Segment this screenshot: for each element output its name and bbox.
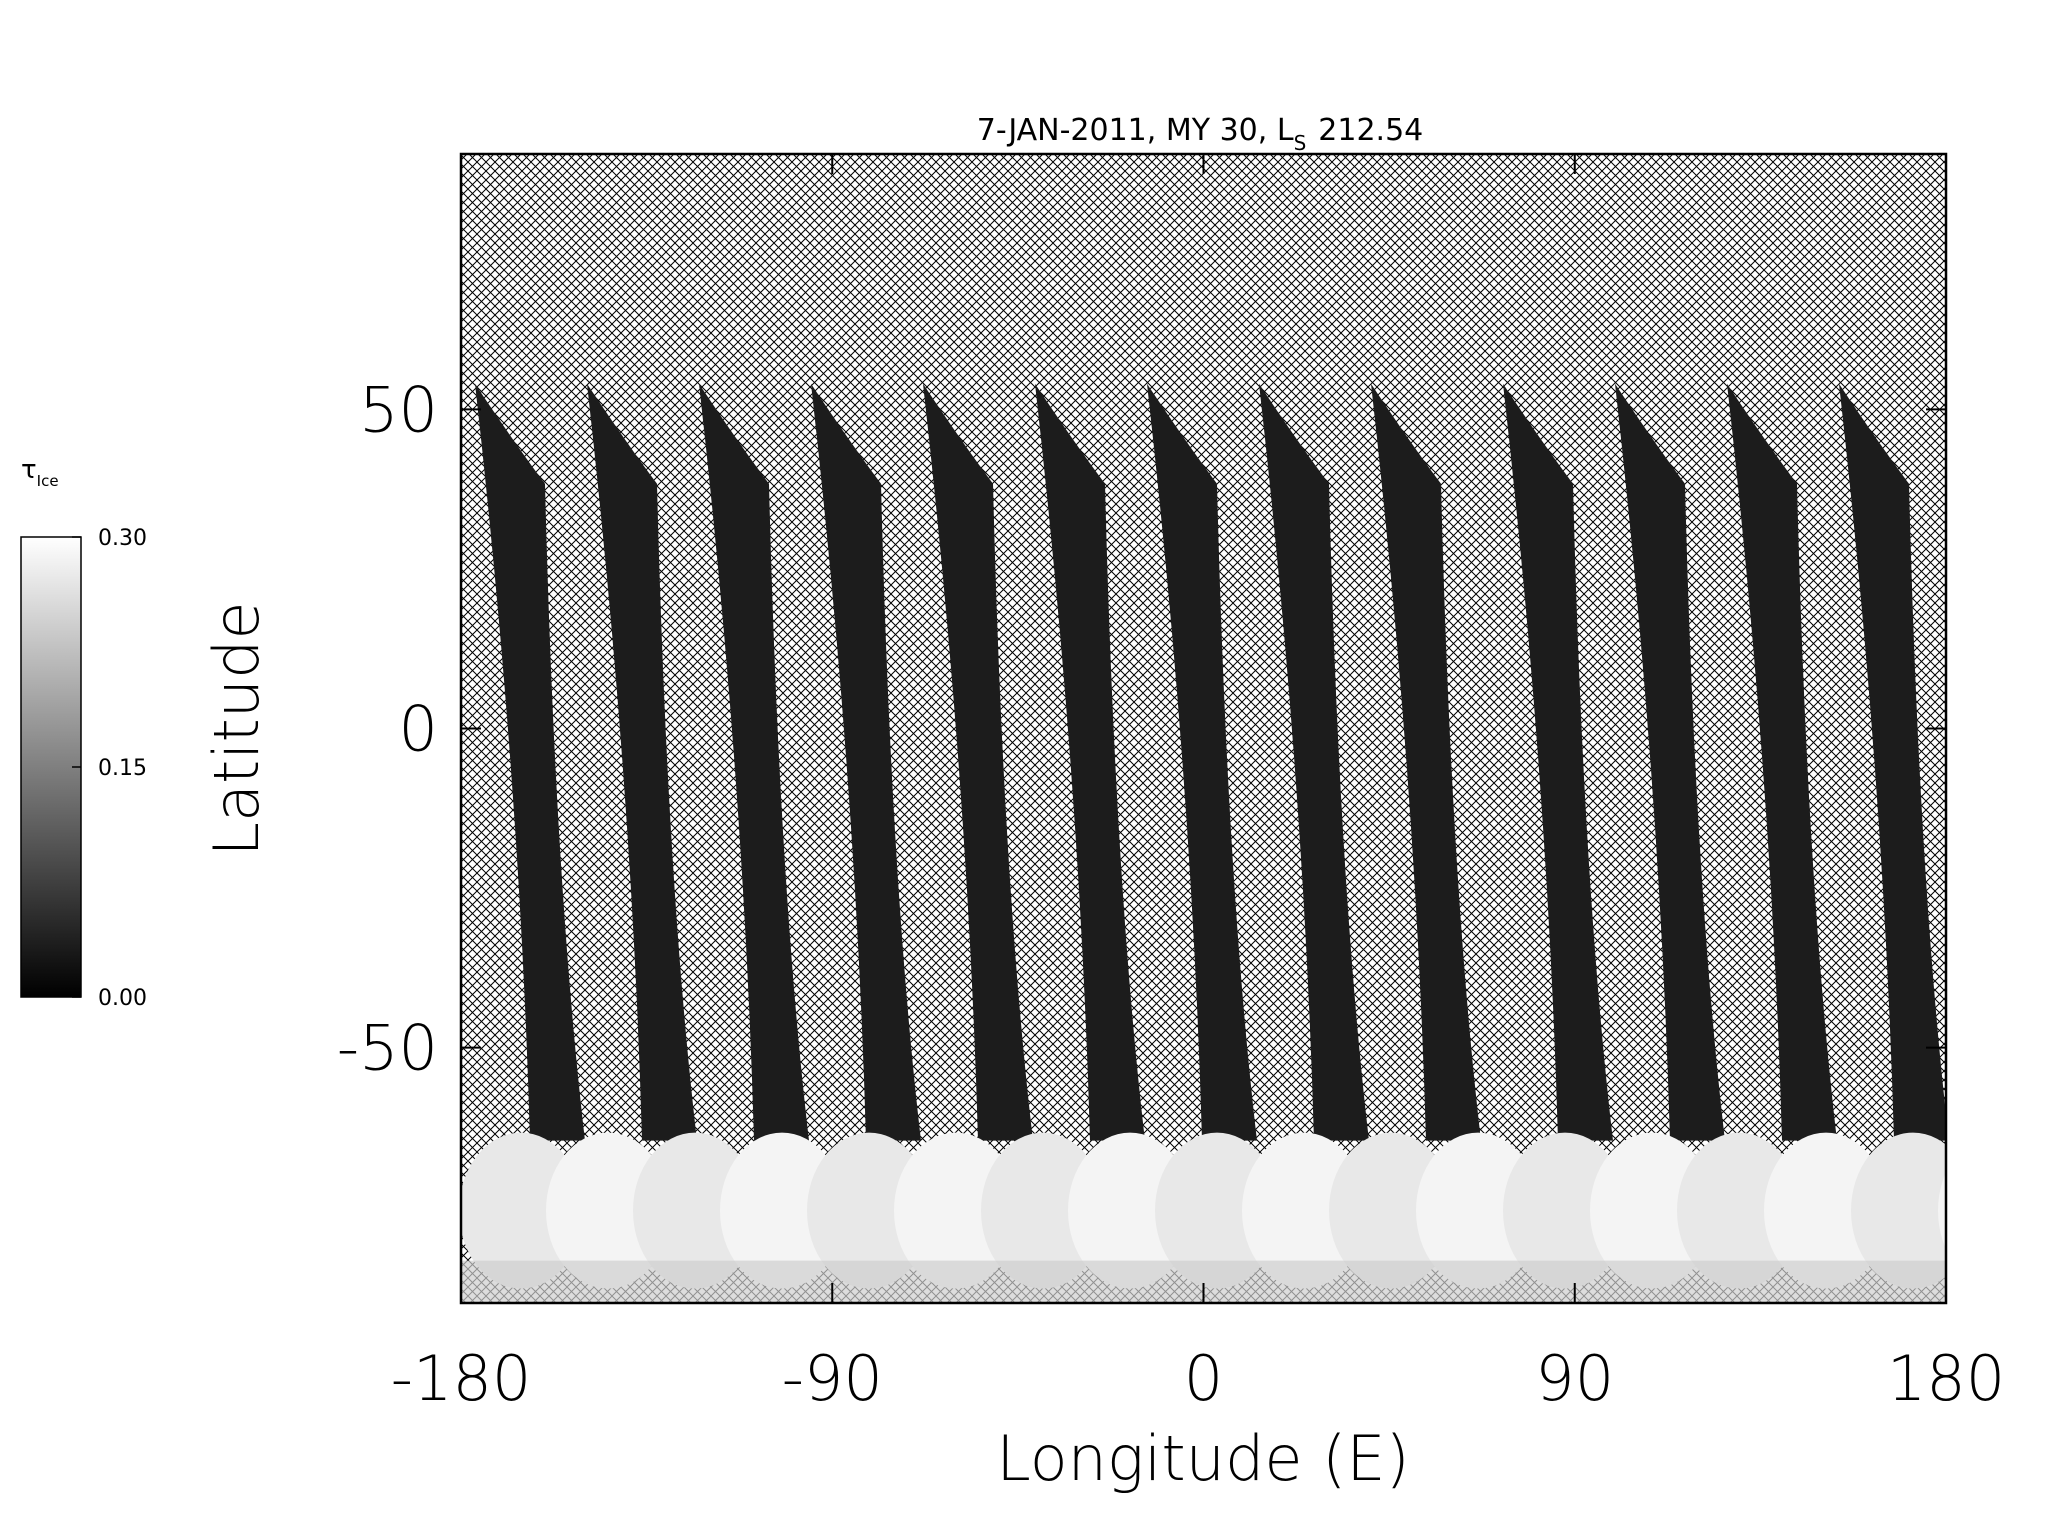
polar-cap <box>1503 1132 1627 1289</box>
polar-cap <box>1764 1132 1888 1289</box>
colorbar-subscript: Ice <box>37 472 59 490</box>
swath <box>1727 383 1837 1141</box>
colorbar-symbol: τ <box>21 455 37 485</box>
y-tick-label: -50 <box>337 1012 438 1085</box>
polar-cap <box>1590 1132 1714 1289</box>
x-tick-label: 180 <box>1887 1342 2005 1415</box>
polar-cap <box>1329 1132 1453 1289</box>
y-axis-label: Latitude <box>200 601 273 856</box>
swath <box>1503 383 1613 1141</box>
swath <box>1147 383 1257 1141</box>
swath <box>587 383 697 1141</box>
colorbar-tick-label: 0.15 <box>98 756 147 781</box>
x-tick-label: -180 <box>391 1342 532 1415</box>
polar-cap <box>461 1132 583 1289</box>
swath <box>1839 383 1946 1141</box>
chart-title: 7-JAN-2011, MY 30, LS 212.54 <box>977 113 1424 155</box>
title-value: 212.54 <box>1318 113 1423 148</box>
colorbar <box>20 536 82 998</box>
swath <box>699 383 809 1141</box>
x-tick-label: 0 <box>1184 1342 1223 1415</box>
swaths <box>461 383 2048 1303</box>
colorbar-tick-label: 0.30 <box>98 526 147 551</box>
polar-cap <box>1938 1172 1946 1249</box>
x-axis-label: Longitude (E) <box>996 1422 1409 1495</box>
swath <box>1371 383 1481 1141</box>
swath <box>1035 383 1145 1141</box>
y-tick-label: 0 <box>399 693 438 766</box>
swath <box>923 383 1033 1141</box>
polar-cap <box>1242 1132 1366 1289</box>
colorbar-tick-label: 0.00 <box>98 986 147 1011</box>
polar-cap <box>1677 1132 1801 1289</box>
swath <box>1259 383 1369 1141</box>
polar-cap <box>546 1132 670 1289</box>
colorbar-label: τIce <box>21 455 59 490</box>
x-tick-label: 90 <box>1535 1342 1614 1415</box>
title-text: 7-JAN-2011, MY 30, L <box>977 113 1294 148</box>
polar-cap <box>1068 1132 1192 1289</box>
polar-cap <box>981 1132 1105 1289</box>
swath <box>475 383 585 1141</box>
swath <box>1951 384 2048 1141</box>
polar-cap <box>633 1132 757 1289</box>
polar-cap <box>894 1132 1018 1289</box>
swath <box>811 383 921 1141</box>
polar-cap <box>1416 1132 1540 1289</box>
y-tick-label: 50 <box>359 373 438 446</box>
swath <box>1615 383 1725 1141</box>
title-subscript: S <box>1294 131 1307 155</box>
polar-cap <box>807 1132 931 1289</box>
x-tick-label: -90 <box>782 1342 883 1415</box>
polar-cap <box>1851 1132 1946 1289</box>
polar-cap <box>1155 1132 1279 1289</box>
polar-cap <box>720 1132 844 1289</box>
